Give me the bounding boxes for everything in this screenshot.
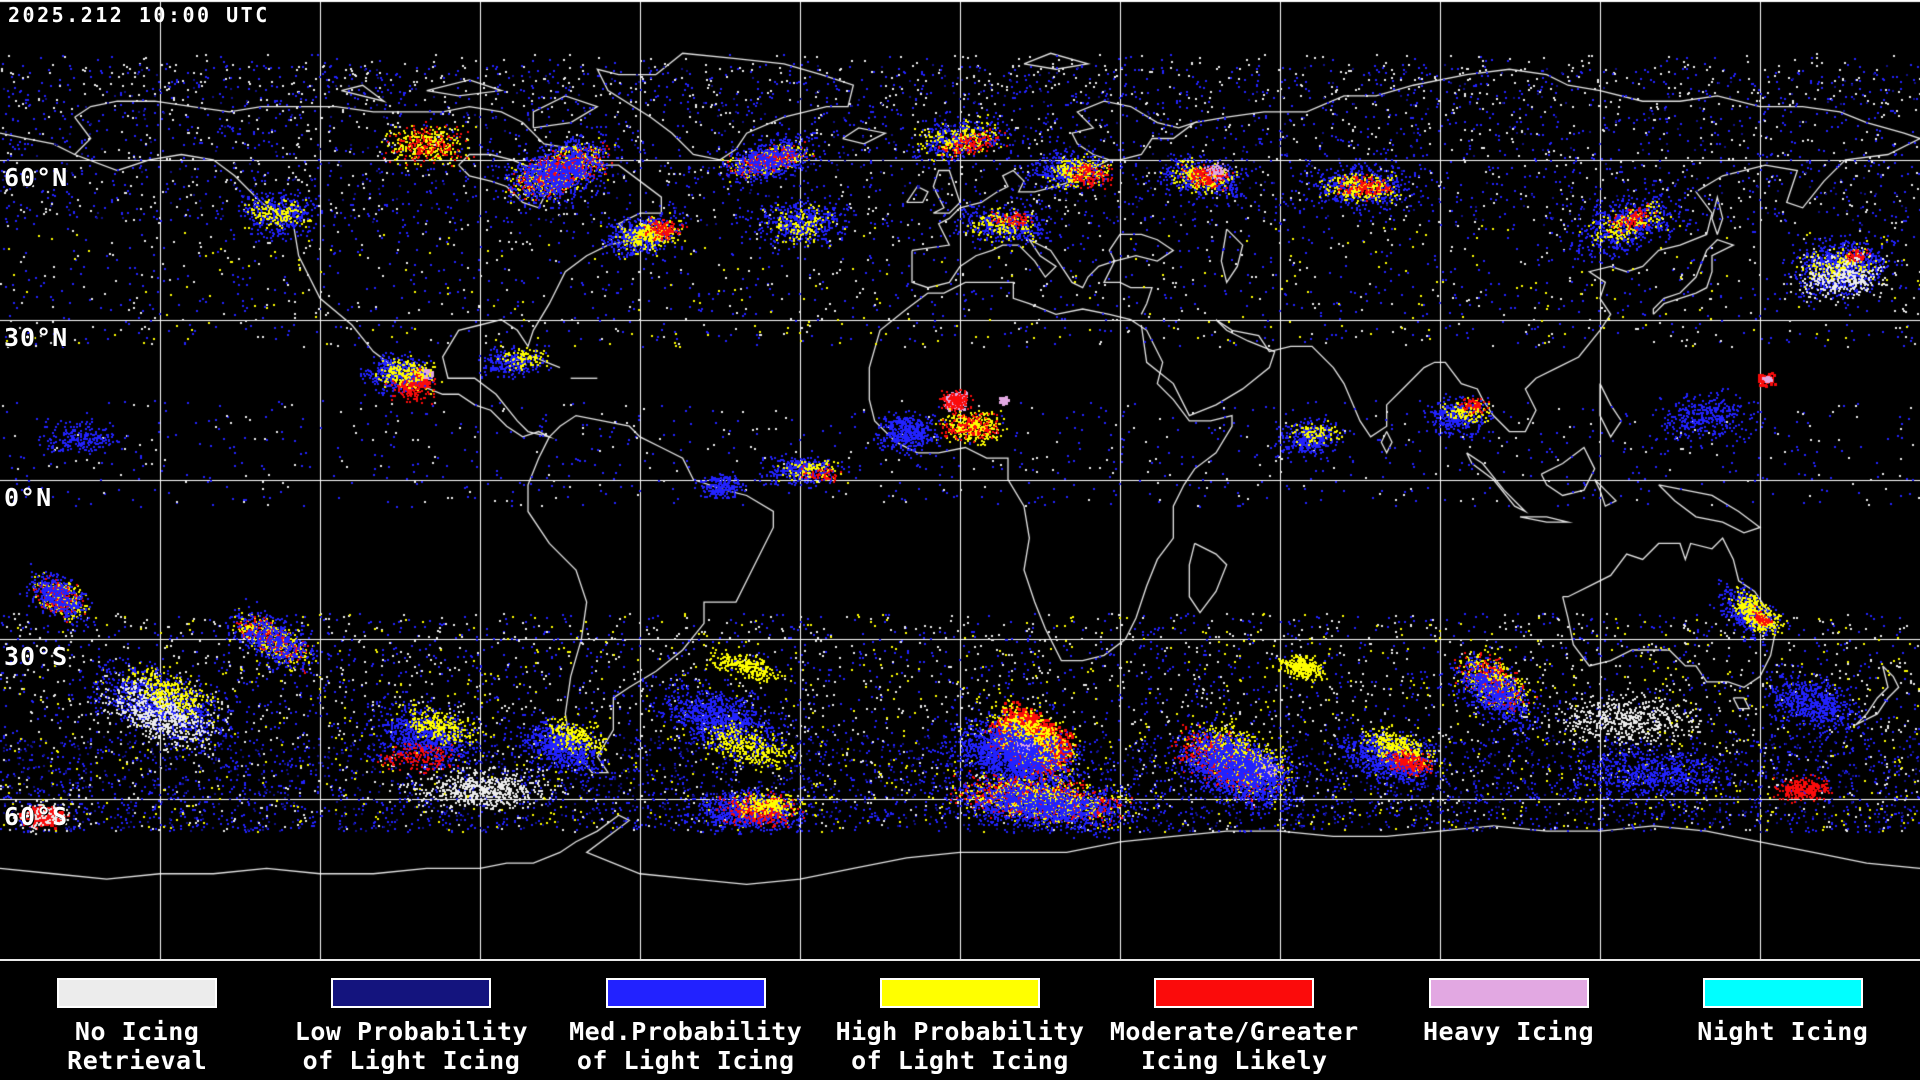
legend-item-med-prob-light-icing: Med.Probability of Light Icing (549, 961, 823, 1080)
heavy-icing-label: Heavy Icing (1423, 1017, 1595, 1046)
lat-label-0N: 0°N (4, 482, 53, 512)
legend-item-no-icing-retrieval: No Icing Retrieval (0, 961, 274, 1080)
low-prob-light-icing-swatch (331, 978, 492, 1008)
high-prob-light-icing-swatch (879, 978, 1040, 1008)
heavy-icing-swatch (1428, 978, 1589, 1008)
legend-item-moderate-greater-icing: Moderate/Greater Icing Likely (1097, 961, 1371, 1080)
no-icing-retrieval-swatch (57, 978, 218, 1008)
legend-item-high-prob-light-icing: High Probability of Light Icing (823, 961, 1097, 1080)
moderate-greater-icing-label: Moderate/Greater Icing Likely (1109, 1017, 1359, 1075)
lat-label-60N: 60°N (4, 162, 69, 192)
night-icing-label: Night Icing (1697, 1017, 1869, 1046)
night-icing-swatch (1702, 978, 1863, 1008)
lat-label-30S: 30°S (4, 642, 69, 672)
moderate-greater-icing-swatch (1154, 978, 1315, 1008)
timestamp: 2025.212 10:00 UTC (8, 3, 270, 27)
lat-label-30N: 30°N (4, 322, 69, 352)
no-icing-retrieval-label: No Icing Retrieval (67, 1017, 208, 1075)
legend-item-night-icing: Night Icing (1646, 961, 1920, 1080)
low-prob-light-icing-label: Low Probability of Light Icing (294, 1017, 529, 1075)
lat-label-60S: 60°S (4, 802, 69, 832)
legend-item-low-prob-light-icing: Low Probability of Light Icing (274, 961, 548, 1080)
med-prob-light-icing-swatch (605, 978, 766, 1008)
legend-item-heavy-icing: Heavy Icing (1371, 961, 1645, 1080)
legend: No Icing Retrieval Low Probability of Lig… (0, 959, 1920, 1080)
med-prob-light-icing-label: Med.Probability of Light Icing (569, 1017, 803, 1075)
icing-map-canvas (0, 0, 1920, 959)
high-prob-light-icing-label: High Probability of Light Icing (835, 1017, 1085, 1075)
